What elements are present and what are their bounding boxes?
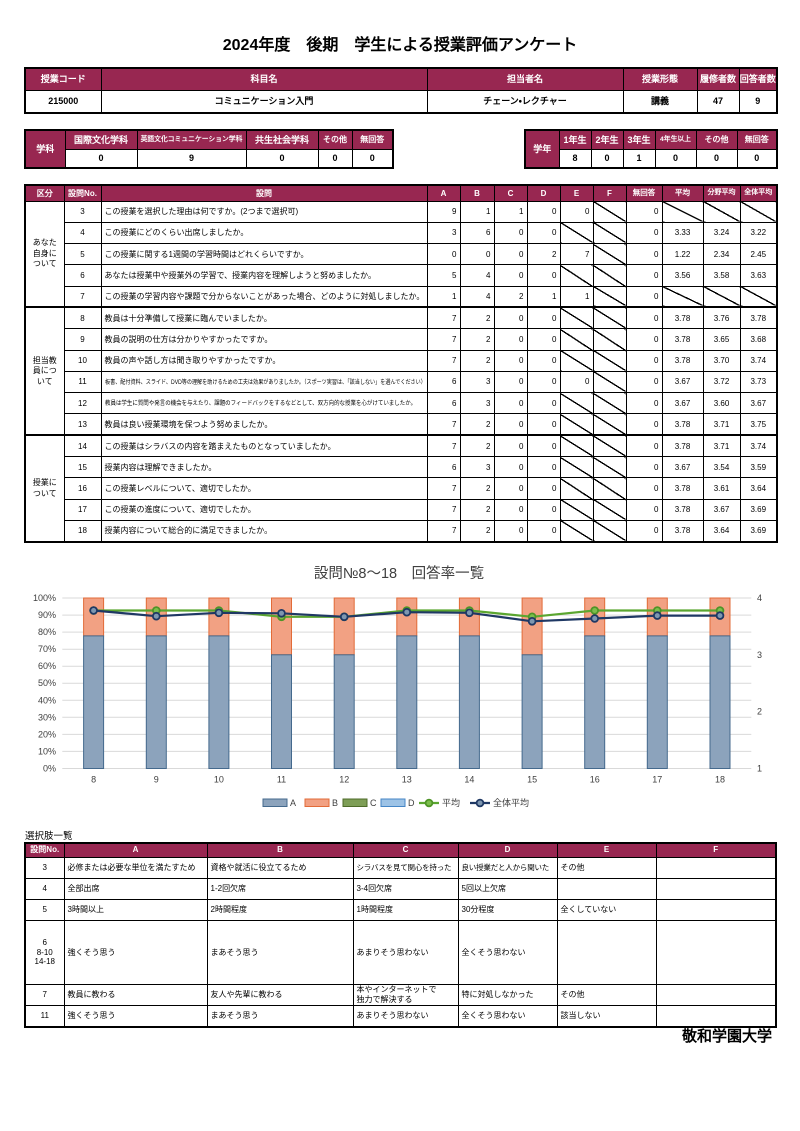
svg-text:40%: 40% bbox=[38, 695, 56, 705]
svg-text:10%: 10% bbox=[38, 746, 56, 756]
svg-text:17: 17 bbox=[652, 775, 662, 785]
svg-text:8: 8 bbox=[91, 775, 96, 785]
svg-text:4: 4 bbox=[757, 593, 762, 603]
svg-text:平均: 平均 bbox=[442, 797, 460, 808]
svg-text:100%: 100% bbox=[33, 593, 56, 603]
svg-text:2: 2 bbox=[757, 707, 762, 717]
svg-text:設問№8～18 回答率一覧: 設問№8～18 回答率一覧 bbox=[314, 565, 484, 582]
svg-text:全体平均: 全体平均 bbox=[493, 797, 529, 808]
svg-text:12: 12 bbox=[339, 775, 349, 785]
svg-text:3: 3 bbox=[757, 650, 762, 660]
svg-text:70%: 70% bbox=[38, 644, 56, 654]
svg-text:14: 14 bbox=[464, 775, 474, 785]
svg-text:90%: 90% bbox=[38, 610, 56, 620]
svg-text:50%: 50% bbox=[38, 678, 56, 688]
svg-text:11: 11 bbox=[277, 775, 286, 785]
svg-text:15: 15 bbox=[527, 775, 537, 785]
svg-text:16: 16 bbox=[590, 775, 600, 785]
svg-text:80%: 80% bbox=[38, 627, 56, 637]
svg-text:30%: 30% bbox=[38, 712, 56, 722]
svg-text:60%: 60% bbox=[38, 661, 56, 671]
svg-text:1: 1 bbox=[757, 764, 762, 774]
svg-text:10: 10 bbox=[214, 775, 224, 785]
svg-text:20%: 20% bbox=[38, 729, 56, 739]
svg-text:B: B bbox=[332, 798, 338, 808]
svg-text:13: 13 bbox=[402, 775, 412, 785]
svg-text:0%: 0% bbox=[43, 764, 56, 774]
svg-text:D: D bbox=[408, 798, 415, 808]
svg-text:9: 9 bbox=[154, 775, 159, 785]
svg-text:18: 18 bbox=[715, 775, 725, 785]
svg-text:C: C bbox=[370, 798, 377, 808]
svg-text:A: A bbox=[290, 798, 296, 808]
